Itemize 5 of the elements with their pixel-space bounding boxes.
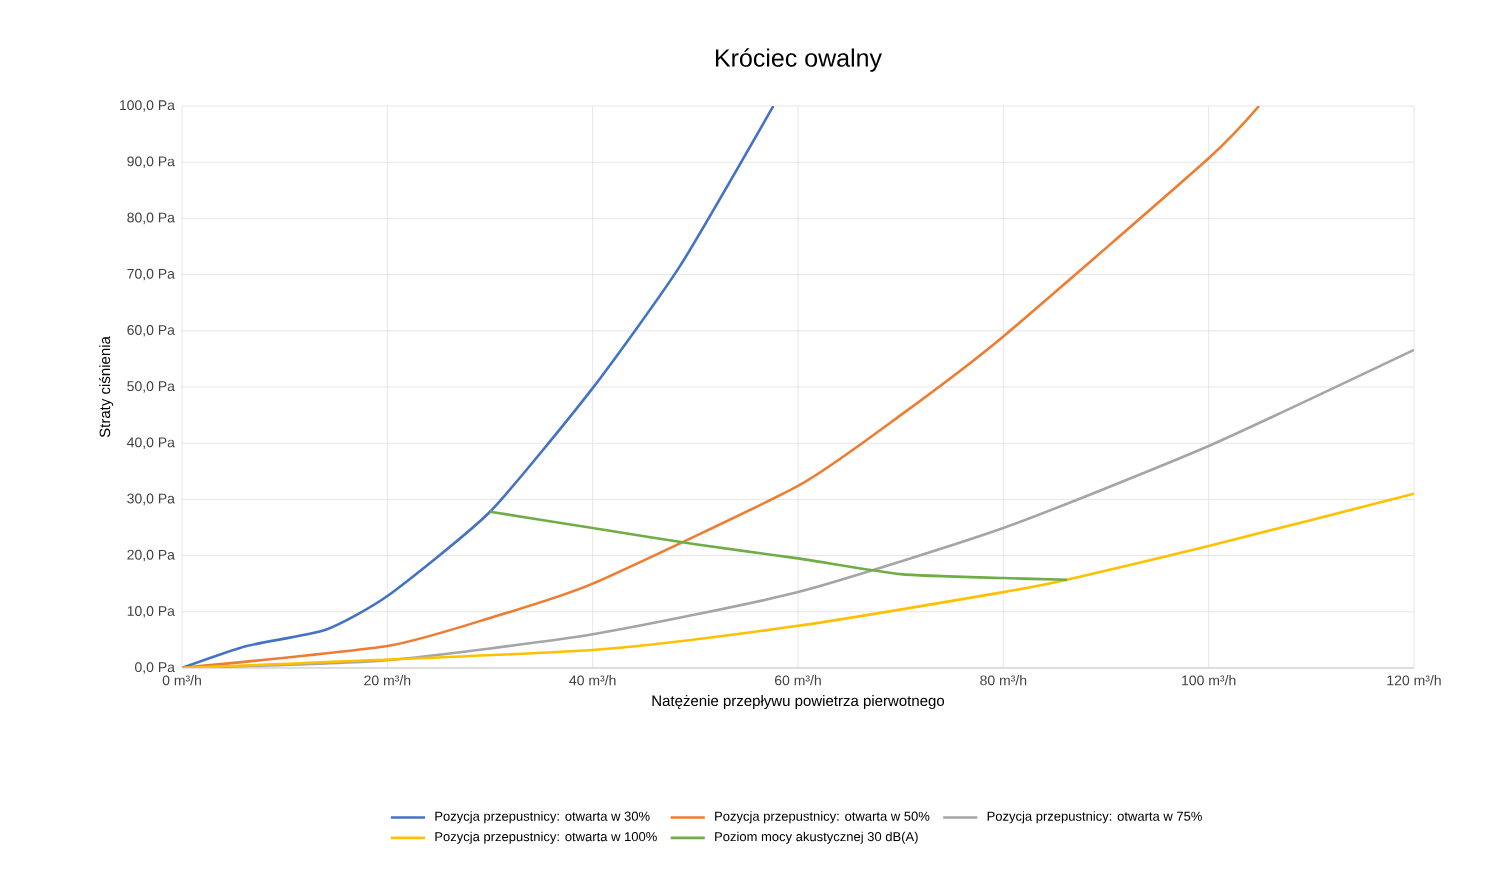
chart-title: Króciec owalny [715,48,882,72]
line-series [182,105,775,668]
line-series [182,105,1261,668]
line-series [488,510,1069,582]
line-series [182,492,1414,668]
